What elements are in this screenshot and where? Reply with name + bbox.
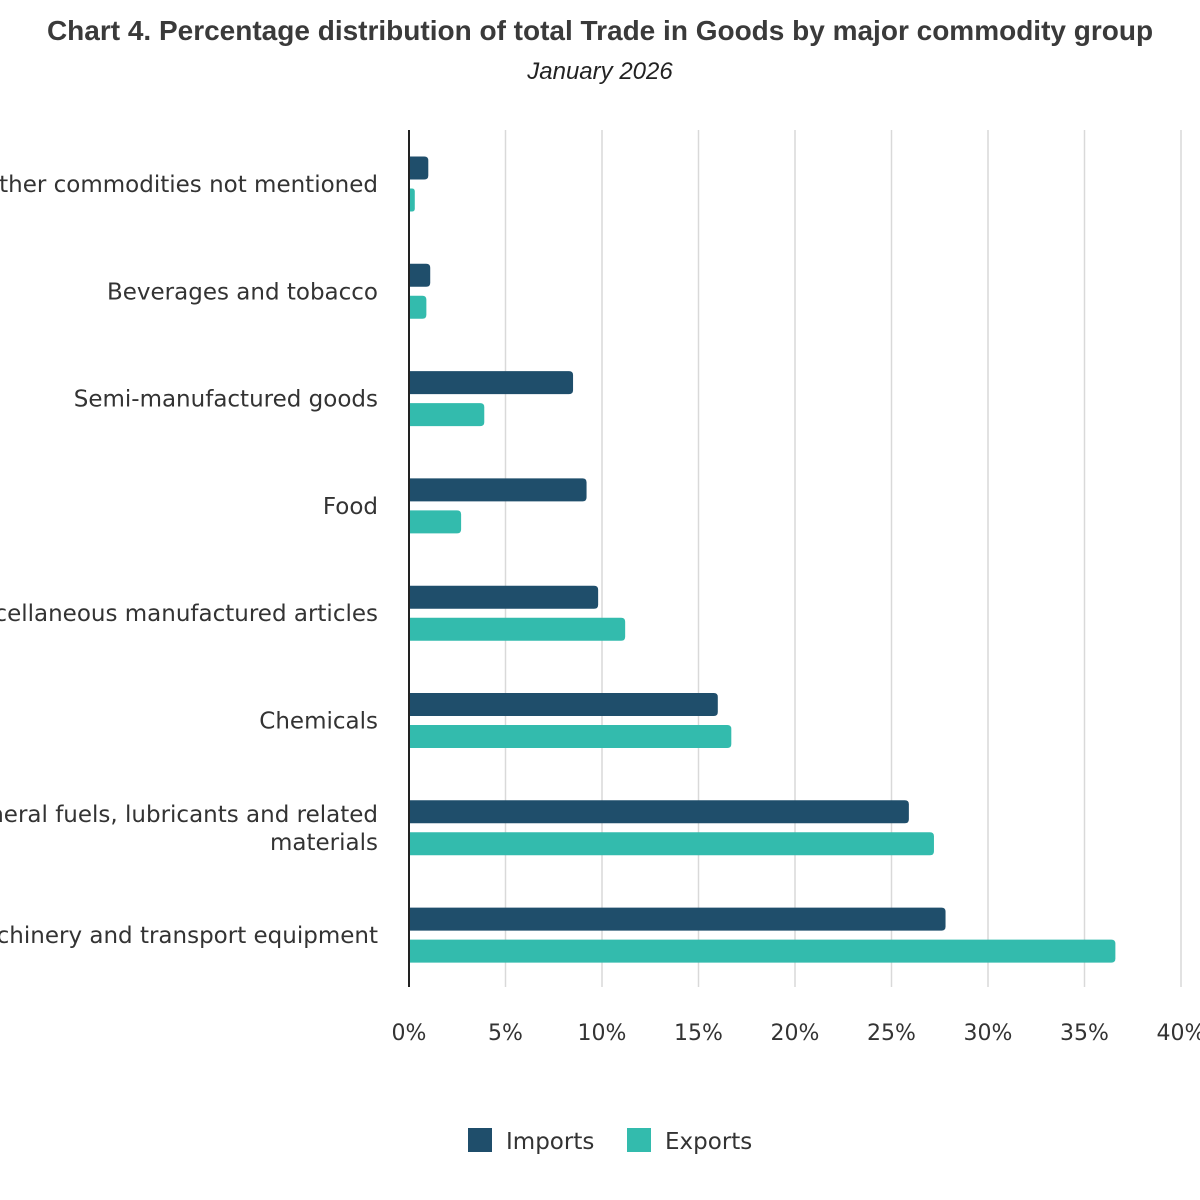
x-tick-label: 30% [964,1021,1013,1046]
bar-exports: Mineral fuels, lubricants and related ma… [409,832,934,856]
category-label-line: materials [270,830,378,856]
category-label-line: Food [323,494,378,520]
category-label-line: Beverages and tobacco [107,279,378,305]
bar-imports: Chemicals — Imports: 16% [409,693,718,716]
category-label: Chemicals [259,709,378,735]
bar-imports: Other commodities not mentioned — Import… [409,156,429,180]
bar-imports: Food — Imports: 9.2% [409,478,587,502]
x-tick-labels: 0% 5% 10% 15% 20% 25% 30% 35% 40% [392,1021,1200,1046]
bar-exports: Miscellaneous manufactured articles — Ex… [409,617,626,641]
legend: Imports Exports [468,1128,752,1155]
bar-imports: Semi-manufactured goods — Imports: 8.5% [409,371,574,395]
x-tick-label: 10% [578,1021,627,1046]
category-label: Semi-manufactured goods [74,387,378,413]
category-label: Food [323,494,378,520]
chart-title: Chart 4. Percentage distribution of tota… [47,15,1153,46]
category-label-line: Miscellaneous manufactured articles [0,601,378,627]
x-tick-label: 0% [392,1021,427,1046]
category-label: Beverages and tobacco [107,279,378,305]
gridlines [504,130,1182,987]
category-label-line: Machinery and transport equipment [0,923,378,949]
category-label: Other commodities not mentioned [0,172,378,198]
bar-imports: Machinery and transport equipment — Impo… [409,907,946,931]
category-label-line: Mineral fuels, lubricants and related [0,802,378,828]
x-tick-label: 25% [867,1021,916,1046]
legend-label-exports: Exports [665,1129,752,1155]
x-tick-label: 20% [771,1021,820,1046]
bar-exports: Other commodities not mentioned — Export… [409,188,415,212]
bars: Other commodities not mentioned — Import… [409,156,1116,963]
legend-label-imports: Imports [506,1129,594,1155]
category-label: Miscellaneous manufactured articles [0,601,378,627]
category-label-line: Chemicals [259,709,378,735]
category-labels: Other commodities not mentioned Beverages… [0,172,378,949]
legend-swatch-exports [627,1128,651,1152]
category-label: Machinery and transport equipment [0,923,378,949]
x-tick-label: 35% [1060,1021,1109,1046]
bar-exports: Food — Exports: 2.7% [409,510,462,534]
bar-exports: Machinery and transport equipment — Expo… [409,939,1116,963]
bar-exports: Semi-manufactured goods — Exports: 3.9% [409,403,485,427]
category-label: Mineral fuels, lubricants and related mat… [0,802,378,856]
legend-swatch-imports [468,1128,492,1152]
bar-exports: Beverages and tobacco — Exports: 0.9% [409,295,427,319]
category-label-line: Semi-manufactured goods [74,387,378,413]
bar-imports: Miscellaneous manufactured articles — Im… [409,585,599,609]
category-label-line: Other commodities not mentioned [0,172,378,198]
chart-subtitle: January 2026 [526,58,673,85]
x-tick-label: 5% [488,1021,523,1046]
x-tick-label: 15% [674,1021,723,1046]
bar-exports: Chemicals — Exports: 16.7% [409,725,732,748]
bar-imports: Mineral fuels, lubricants and related ma… [409,800,909,824]
bar-imports: Beverages and tobacco — Imports: 1.1% [409,263,431,287]
x-tick-label: 40% [1157,1021,1200,1046]
